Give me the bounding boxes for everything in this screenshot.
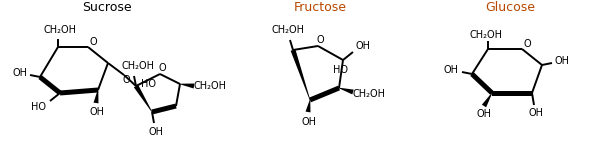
- Text: OH: OH: [148, 127, 163, 137]
- Text: OH: OH: [90, 107, 105, 117]
- Text: OH: OH: [444, 65, 459, 75]
- Text: Sucrose: Sucrose: [82, 0, 132, 14]
- Polygon shape: [492, 90, 532, 95]
- Text: HO: HO: [332, 65, 347, 75]
- Text: OH: OH: [301, 117, 316, 127]
- Text: CH₂OH: CH₂OH: [469, 30, 502, 40]
- Polygon shape: [470, 72, 494, 95]
- Text: HO: HO: [141, 79, 155, 89]
- Text: OH: OH: [13, 68, 28, 78]
- Polygon shape: [291, 49, 310, 100]
- Polygon shape: [482, 93, 492, 107]
- Text: O: O: [158, 63, 166, 73]
- Polygon shape: [60, 88, 98, 95]
- Text: CH₂OH: CH₂OH: [271, 25, 304, 35]
- Polygon shape: [93, 90, 99, 103]
- Text: Glucose: Glucose: [485, 0, 535, 14]
- Polygon shape: [180, 84, 194, 89]
- Text: CH₂OH: CH₂OH: [121, 61, 154, 71]
- Text: HO: HO: [30, 102, 45, 112]
- Text: OH: OH: [529, 108, 544, 118]
- Text: OH: OH: [554, 56, 569, 66]
- Text: O: O: [316, 35, 324, 45]
- Text: CH₂OH: CH₂OH: [194, 81, 227, 91]
- Text: O: O: [523, 39, 531, 49]
- Polygon shape: [306, 100, 310, 112]
- Polygon shape: [134, 85, 152, 112]
- Polygon shape: [151, 104, 176, 114]
- Polygon shape: [309, 86, 340, 102]
- Text: OH: OH: [355, 41, 371, 51]
- Text: CH₂OH: CH₂OH: [352, 89, 386, 99]
- Text: O: O: [122, 75, 130, 85]
- Text: CH₂OH: CH₂OH: [44, 25, 77, 35]
- Polygon shape: [38, 75, 62, 95]
- Text: OH: OH: [477, 109, 492, 119]
- Polygon shape: [339, 88, 353, 94]
- Text: Fructose: Fructose: [294, 0, 346, 14]
- Text: O: O: [89, 37, 97, 47]
